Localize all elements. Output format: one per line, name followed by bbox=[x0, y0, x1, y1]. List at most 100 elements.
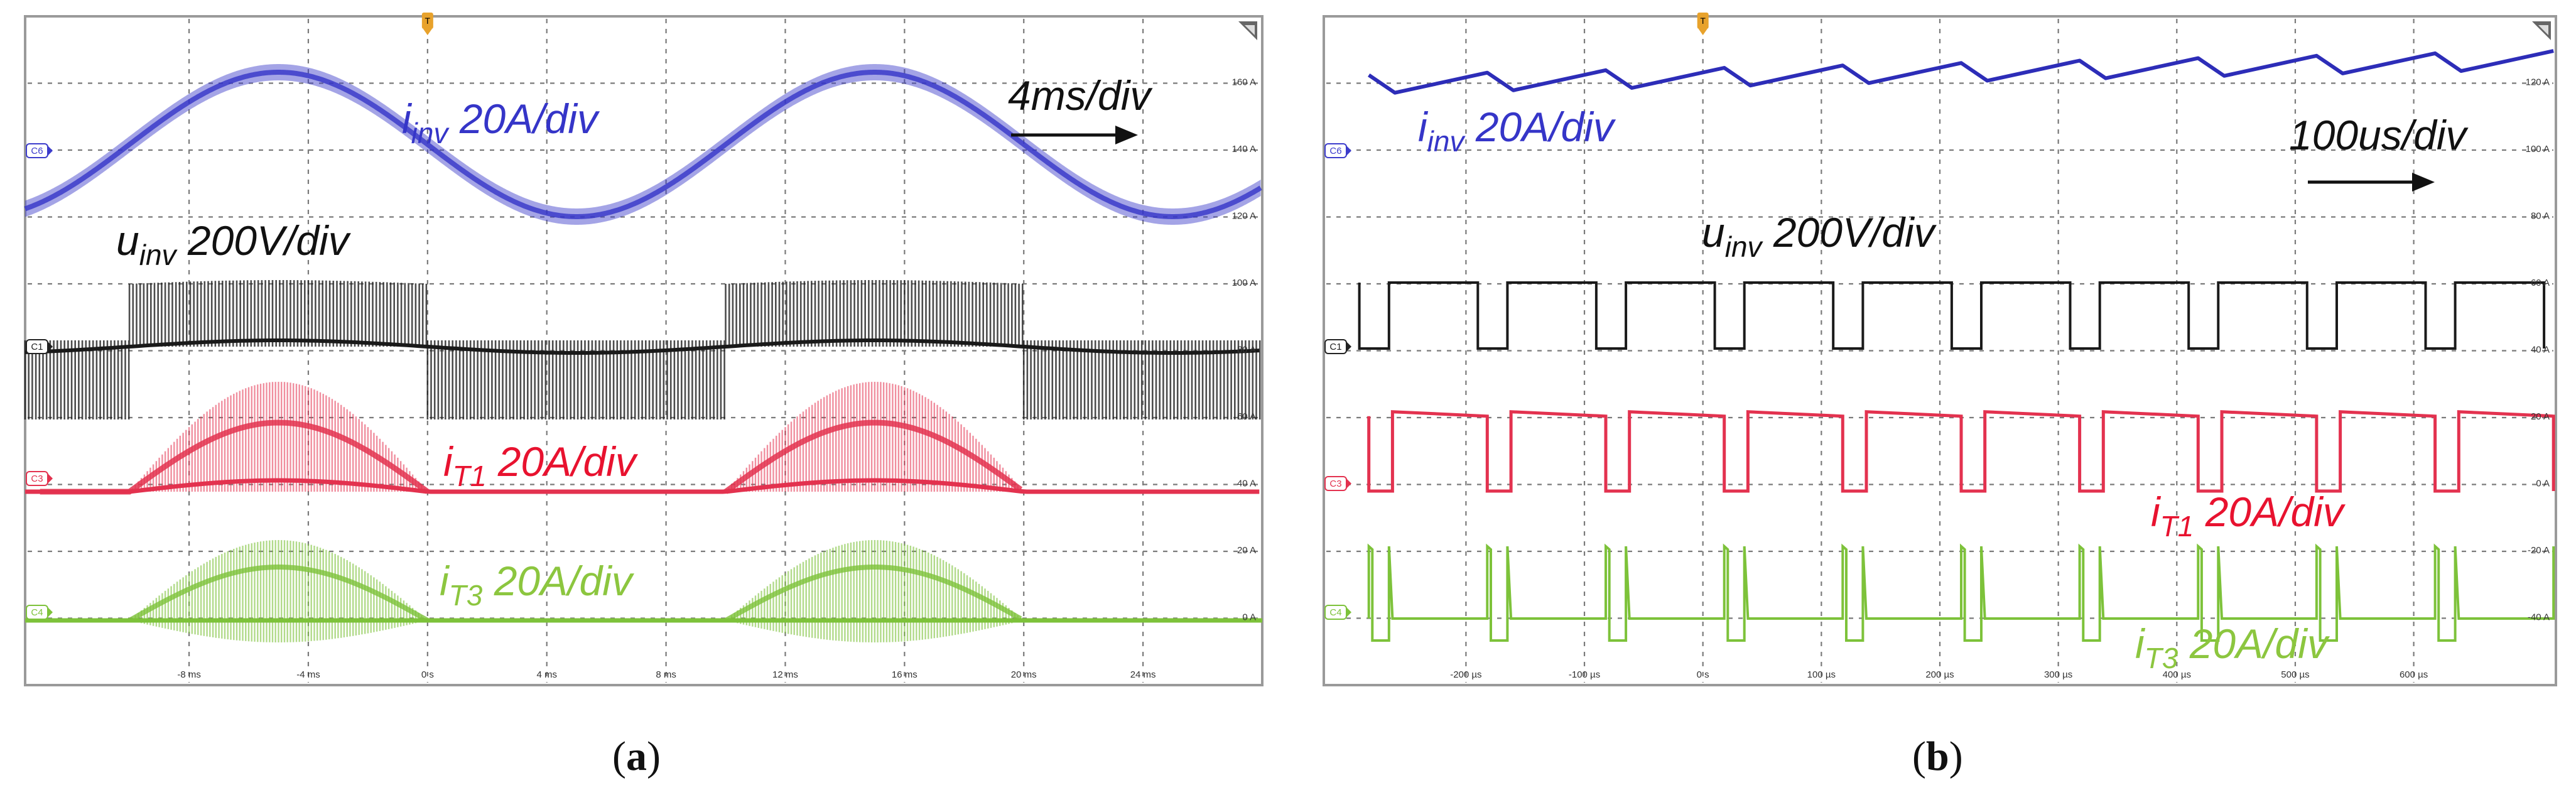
x-tick-label: 0 s bbox=[421, 669, 434, 680]
right-scale-label: 80 A bbox=[1237, 345, 1256, 355]
x-tick-label: 4 ms bbox=[536, 669, 557, 680]
x-tick-label: -8 ms bbox=[177, 669, 201, 680]
right-scale-label: 20 A bbox=[2531, 411, 2550, 422]
channel-marker-arrow-icon bbox=[48, 146, 53, 156]
i-t3-a-pulse-train bbox=[131, 540, 1022, 642]
label-i-t1-b-scale: 20A/div bbox=[2194, 489, 2346, 535]
caption-a-letter: a bbox=[626, 733, 647, 779]
label-u-inv-b-sub: inv bbox=[1725, 230, 1764, 263]
right-scale-label: 140 A bbox=[1232, 144, 1256, 154]
label-i-inv-a-scale: 20A/div bbox=[448, 95, 600, 142]
label-i-t3-b-sub: T3 bbox=[2145, 642, 2178, 674]
i-inv-b-trace bbox=[1368, 49, 2554, 95]
label-u-inv-a-main: u bbox=[116, 217, 139, 264]
panel-a-corner-icon bbox=[1238, 21, 1257, 40]
x-tick-label: 20 ms bbox=[1011, 669, 1037, 680]
label-i-t3-a-sub: T3 bbox=[449, 579, 483, 612]
x-tick-label: -100 µs bbox=[1569, 669, 1600, 680]
timebase-label-b: 100us/div bbox=[2289, 112, 2469, 158]
u-inv-b-trace bbox=[1358, 281, 2546, 350]
right-scale-label: 160 A bbox=[1232, 77, 1256, 88]
label-i-inv-b-scale: 20A/div bbox=[1464, 104, 1616, 150]
corner-flag-inner-icon bbox=[1245, 25, 1255, 35]
panel-b-corner-icon bbox=[2532, 21, 2551, 40]
label-i-t3-b: iT3 20A/div bbox=[2135, 620, 2330, 674]
x-tick-label: 500 µs bbox=[2281, 669, 2309, 680]
label-i-inv-b-sub: inv bbox=[1427, 125, 1466, 158]
label-u-inv-b-main: u bbox=[1702, 209, 1725, 256]
trigger-letter: T bbox=[1700, 16, 1706, 26]
caption-a: (a) bbox=[612, 733, 661, 779]
channel-marker-arrow-icon bbox=[1346, 479, 1351, 489]
panel-b: C6 C1 C3 C4 -200 µs -100 µs 0 s 100 µs 200 µs 30… bbox=[1323, 13, 2557, 686]
i-t3-a-envelope bbox=[128, 565, 429, 623]
timebase-arrow-a bbox=[1011, 126, 1138, 144]
i-inv-a-ripple-band bbox=[25, 64, 1261, 225]
right-scale-label: 40 A bbox=[2531, 345, 2550, 355]
x-tick-label: 16 ms bbox=[892, 669, 917, 680]
right-scale-label: 60 A bbox=[1237, 411, 1256, 422]
channel-marker-arrow-icon bbox=[1346, 146, 1351, 156]
label-i-t1-a: iT1 20A/div bbox=[443, 438, 639, 492]
channel-marker-label: C6 bbox=[31, 146, 43, 156]
panel-a-trigger-marker: T bbox=[421, 13, 433, 35]
timebase-label-a: 4ms/div bbox=[1008, 72, 1153, 119]
label-i-inv-a-main: i bbox=[402, 95, 413, 142]
channel-marker-arrow-icon bbox=[48, 607, 53, 617]
trigger-pointer-icon bbox=[423, 29, 432, 35]
channel-marker-label: C1 bbox=[1329, 342, 1341, 352]
channel-marker-c3: C3 bbox=[26, 471, 53, 486]
caption-b-letter: b bbox=[1926, 733, 1949, 779]
i-t1-a-envelope bbox=[40, 419, 430, 495]
label-u-inv-a-scale: 200V/div bbox=[176, 217, 352, 264]
caption-b: (b) bbox=[1912, 733, 1963, 779]
label-i-inv-b: iinv 20A/div bbox=[1418, 104, 1616, 158]
label-i-inv-a-sub: inv bbox=[411, 117, 450, 149]
right-scale-label: 100 A bbox=[2526, 144, 2550, 154]
channel-marker-label: C3 bbox=[31, 473, 43, 484]
channel-marker-arrow-icon bbox=[1346, 607, 1351, 617]
panel-a-x-tick-labels: -8 ms -4 ms 0 s 4 ms 8 ms 12 ms 16 ms 20 ms 24 m… bbox=[177, 669, 1155, 680]
right-scale-label: 60 A bbox=[2531, 278, 2550, 288]
timebase-arrow-b bbox=[2308, 173, 2435, 192]
panel-b-x-tick-labels: -200 µs -100 µs 0 s 100 µs 200 µs 300 µs 400 µ… bbox=[1450, 669, 2428, 680]
label-i-t3-a: iT3 20A/div bbox=[440, 558, 635, 612]
corner-flag-inner-icon bbox=[2538, 25, 2548, 35]
panel-b-trigger-marker: T bbox=[1697, 13, 1709, 35]
x-tick-label: 600 µs bbox=[2400, 669, 2428, 680]
x-tick-label: 0 s bbox=[1697, 669, 1709, 680]
i-t3-a-envelope bbox=[724, 565, 1022, 623]
i-t1-a-envelope bbox=[723, 419, 1023, 494]
channel-marker-label: C3 bbox=[1329, 479, 1341, 489]
label-i-t3-b-scale: 20A/div bbox=[2178, 620, 2330, 667]
x-tick-label: -200 µs bbox=[1450, 669, 1481, 680]
i-t1-b-trace bbox=[1367, 410, 2555, 493]
channel-marker-c6: C6 bbox=[26, 143, 53, 158]
label-i-inv-b-main: i bbox=[1418, 104, 1429, 150]
right-scale-label: 100 A bbox=[1232, 278, 1256, 288]
channel-marker-arrow-icon bbox=[48, 342, 53, 352]
panel-b-right-scale-labels: 120 A 100 A 80 A 60 A 40 A 20 A 0 A -20 A -40 A bbox=[2526, 77, 2550, 623]
panel-a-right-scale-labels: 160 A 140 A 120 A 100 A 80 A 60 A 40 A 20 A 0 A bbox=[1232, 77, 1256, 623]
label-i-t3-a-main: i bbox=[440, 558, 450, 604]
label-i-inv-a: iinv 20A/div bbox=[402, 95, 600, 149]
right-scale-label: 0 A bbox=[1242, 612, 1256, 623]
x-tick-label: 300 µs bbox=[2044, 669, 2072, 680]
right-scale-label: 80 A bbox=[2531, 211, 2550, 222]
right-scale-label: -20 A bbox=[2528, 545, 2550, 556]
x-tick-label: 400 µs bbox=[2163, 669, 2191, 680]
panel-b-waveforms bbox=[1358, 49, 2555, 642]
right-scale-label: 120 A bbox=[2526, 77, 2550, 88]
channel-marker-c1: C1 bbox=[26, 339, 53, 354]
channel-marker-c4: C4 bbox=[26, 605, 53, 620]
x-tick-label: 24 ms bbox=[1130, 669, 1156, 680]
x-tick-label: 12 ms bbox=[772, 669, 798, 680]
right-scale-label: 0 A bbox=[2536, 479, 2550, 489]
trigger-pointer-icon bbox=[1698, 29, 1707, 35]
label-i-t1-a-sub: T1 bbox=[453, 460, 487, 492]
channel-marker-c4: C4 bbox=[1324, 605, 1351, 620]
label-i-t1-a-scale: 20A/div bbox=[486, 438, 638, 485]
i-t3-b-trace bbox=[1367, 543, 2555, 642]
channel-marker-c3: C3 bbox=[1324, 476, 1351, 491]
